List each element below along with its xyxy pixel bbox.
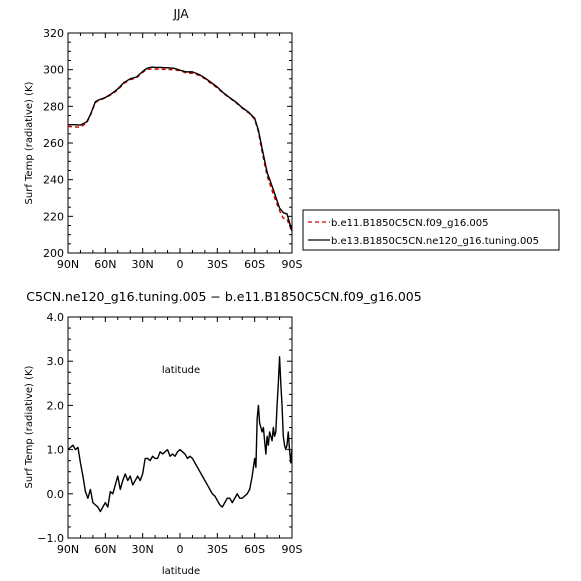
x-tick-label: 60N: [94, 543, 116, 556]
top-chart: JJA 200 220 240 260 280 300 320 90N 60N 30N 0 30S 6…: [24, 7, 560, 376]
top-x-axis: 90N 60N 30N 0 30S 60S 90S: [57, 33, 303, 271]
top-series-group: [67, 66, 293, 233]
x-tick-label: 90N: [57, 258, 79, 271]
top-chart-title: JJA: [172, 7, 189, 21]
y-tick-label: 300: [43, 64, 64, 77]
x-tick-label: 60N: [94, 258, 116, 271]
x-tick-label: 0: [177, 543, 184, 556]
bottom-plot-frame: [67, 316, 293, 539]
x-tick-label: 90S: [282, 543, 303, 556]
bot-series-line-1: [67, 356, 293, 513]
x-tick-label: 30S: [207, 258, 228, 271]
y-tick-label: 3.0: [47, 355, 65, 368]
bottom-x-axis: 90N 60N 30N 0 30S 60S 90S: [57, 317, 303, 556]
x-tick-label: 30N: [132, 258, 154, 271]
top-x-axis-label: latitude: [162, 365, 200, 376]
x-tick-label: 30N: [132, 543, 154, 556]
top-plot-frame: [67, 32, 293, 254]
y-tick-label: 1.0: [47, 444, 65, 457]
y-tick-label: 0.0: [47, 488, 65, 501]
bottom-y-axis-label: Surf Temp (radiative) (K): [24, 365, 35, 488]
bottom-series-group: [67, 356, 293, 513]
y-tick-label: 2.0: [47, 399, 65, 412]
y-tick-label: 280: [43, 100, 64, 113]
bottom-chart-title: C5CN.ne120_g16.tuning.005 − b.e11.B1850C…: [26, 289, 421, 304]
x-tick-label: 30S: [207, 543, 228, 556]
bottom-chart: C5CN.ne120_g16.tuning.005 − b.e11.B1850C…: [24, 289, 422, 577]
top-y-axis: 200 220 240 260 280 300 320: [43, 27, 292, 260]
y-tick-label: 200: [43, 247, 64, 260]
x-tick-label: 90S: [282, 258, 303, 271]
y-tick-label: 220: [43, 210, 64, 223]
y-tick-label: 240: [43, 174, 64, 187]
legend: b.e11.B1850C5CN.f09_g16.005 b.e13.B1850C…: [302, 209, 560, 251]
y-tick-label: 4.0: [47, 311, 65, 324]
bottom-x-axis-label: latitude: [162, 566, 200, 577]
legend-box: [302, 209, 560, 251]
x-tick-label: 0: [177, 258, 184, 271]
x-tick-label: 60S: [244, 543, 265, 556]
legend-entry-series-2: b.e13.B1850C5CN.ne120_g16.tuning.005: [331, 236, 539, 247]
bottom-y-axis: −1.0 0.0 1.0 2.0 3.0 4.0: [37, 311, 292, 545]
x-tick-label: 90N: [57, 543, 79, 556]
top-y-axis-label: Surf Temp (radiative) (K): [24, 81, 35, 204]
top-series-line-1: [67, 68, 293, 233]
top-series-line-2: [68, 66, 293, 232]
y-tick-label: −1.0: [37, 532, 64, 545]
y-tick-label: 320: [43, 27, 64, 40]
x-tick-label: 60S: [244, 258, 265, 271]
y-tick-label: 260: [43, 137, 64, 150]
legend-entry-series-1: b.e11.B1850C5CN.f09_g16.005: [331, 218, 488, 229]
